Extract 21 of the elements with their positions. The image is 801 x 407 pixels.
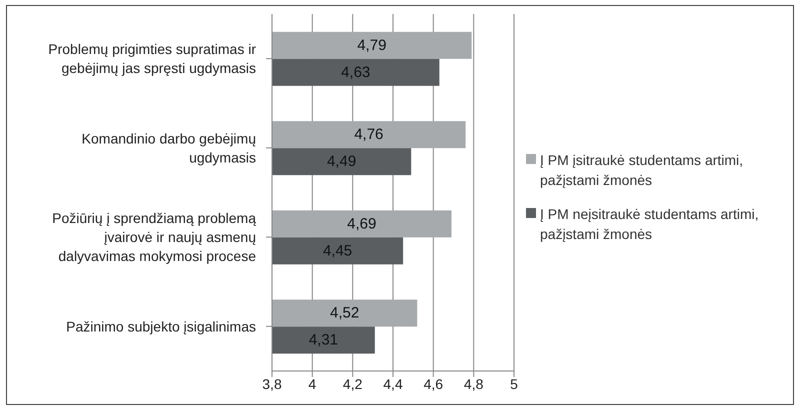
legend-label: Į PM įsitraukė studentams artimi, pažįstami žmonės	[540, 150, 744, 190]
data-label: 4,31	[308, 332, 338, 349]
y-tick-label: Pažinimo subjekto įsigalinimas	[66, 318, 256, 334]
data-label: 4,76	[354, 126, 384, 144]
y-tick-label: Požiūrių į sprendžiamą problemą įvairovė ir naujų asmenų dalyvavimas mokymosi procese	[52, 210, 256, 264]
data-label: 4,69	[347, 215, 376, 232]
y-tick-label: Problemų prigimties supratimas ir gebėjimų jas spręsti ugdymasis	[48, 41, 256, 76]
data-label: 4,49	[326, 153, 356, 170]
x-tick-label: 4,8	[464, 376, 484, 392]
x-tick-label: 3,8	[262, 376, 282, 392]
data-label: 4,79	[357, 36, 386, 54]
x-tick-label: 4,6	[424, 376, 444, 392]
data-label: 4,52	[330, 304, 360, 322]
data-label: 4,45	[322, 242, 352, 260]
y-tick-label: Komandinio darbo gebėjimų ugdymasis	[82, 130, 256, 166]
data-label: 4,63	[341, 64, 370, 81]
legend-label: Į PM neįsitraukė studentams artimi, pažįstami žmonės	[540, 204, 760, 244]
x-tick-label: 4,4	[383, 376, 403, 392]
x-tick-label: 4,2	[342, 376, 363, 392]
x-tick-label: 4	[308, 376, 316, 392]
x-tick-label: 5	[510, 376, 518, 392]
